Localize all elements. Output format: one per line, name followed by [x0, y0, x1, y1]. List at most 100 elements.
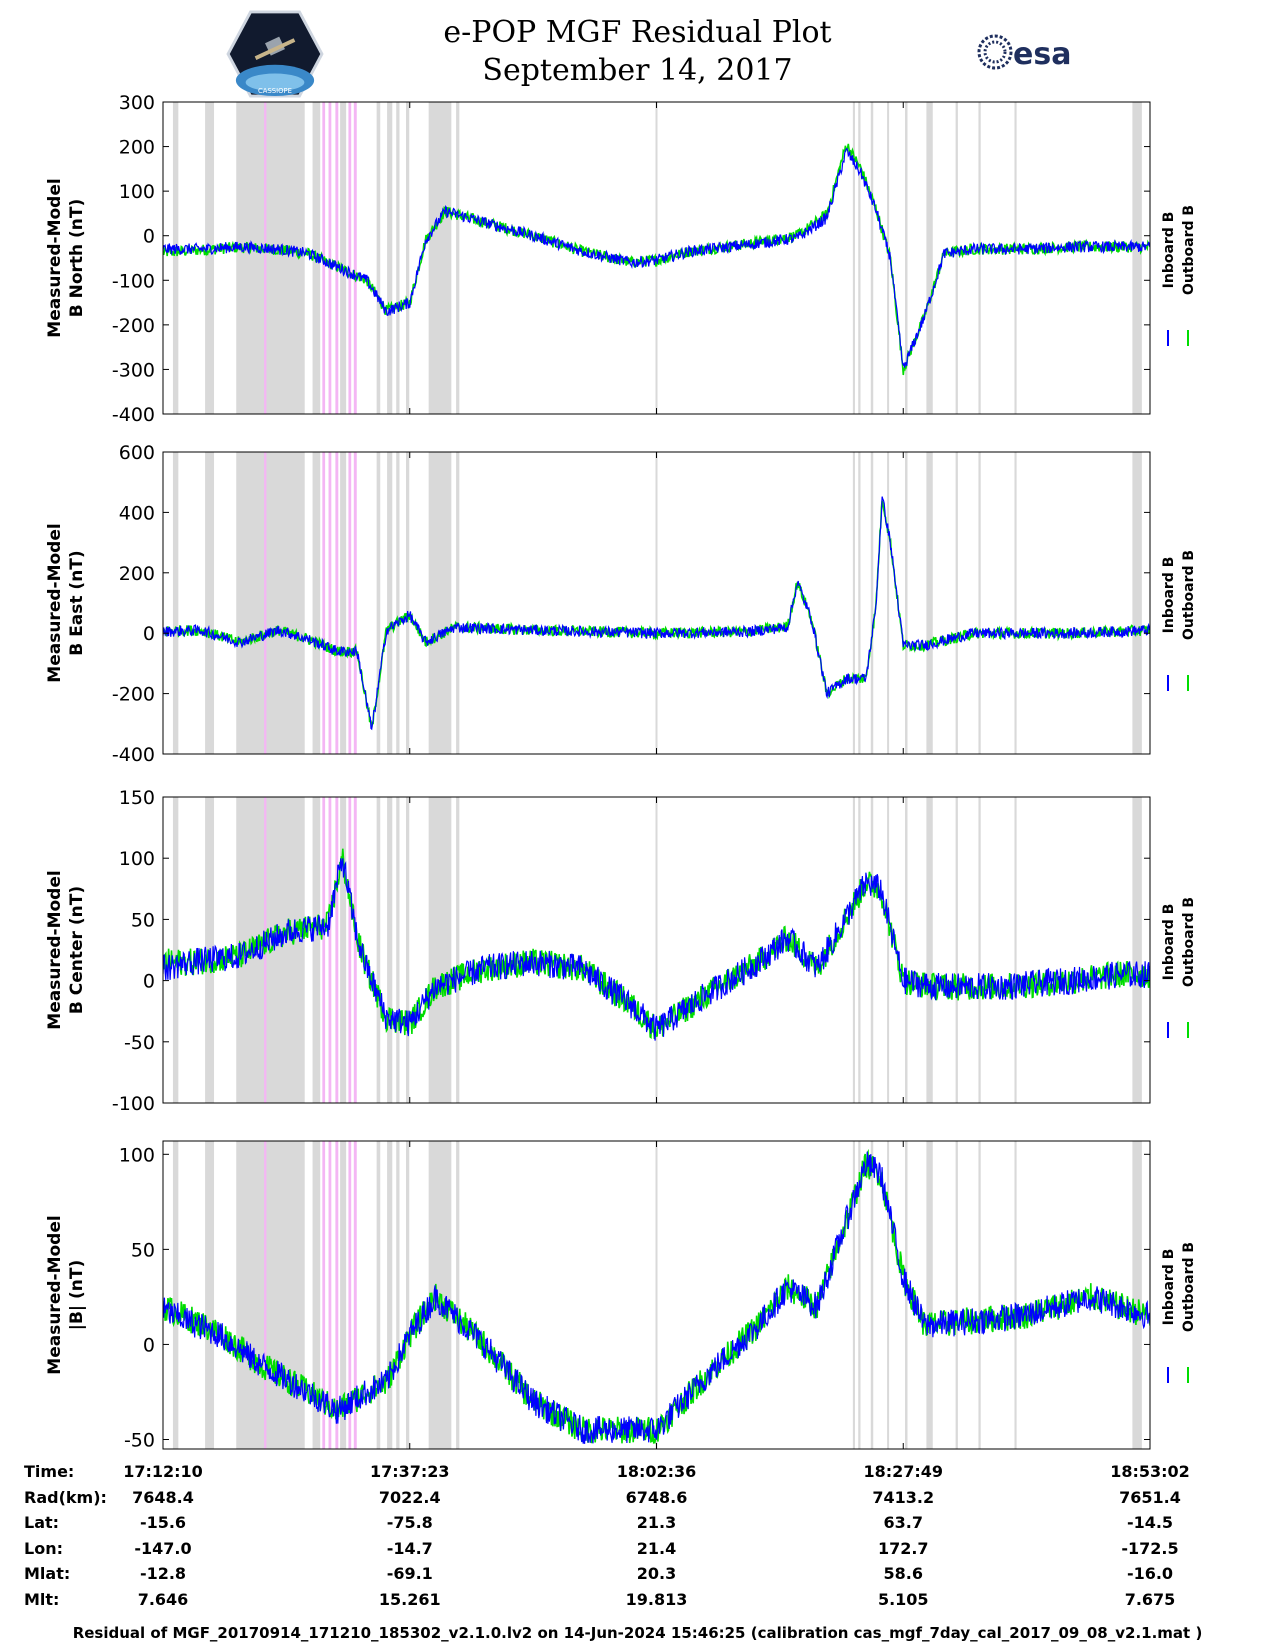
info-row-label: Time:	[24, 1462, 75, 1481]
gap-band-gray	[172, 452, 179, 754]
y-tick-label: 0	[143, 623, 155, 645]
y-tick-label: 0	[143, 1334, 155, 1356]
logo-left-text: CASSIOPE	[258, 87, 292, 95]
legend-outboard-label: Outboard B	[1181, 897, 1197, 987]
gap-band-pink	[353, 452, 357, 754]
info-cell: 19.813	[625, 1589, 688, 1609]
info-cell: 17:37:23	[369, 1462, 450, 1481]
legend-inboard-label: Inboard B	[1161, 904, 1177, 981]
gap-band-gray	[340, 797, 347, 1103]
gap-band-gray	[405, 452, 410, 754]
y-tick-label: 600	[119, 442, 155, 464]
y-axis-label-line: Measured-Model	[45, 1215, 65, 1374]
y-tick-label: 300	[119, 92, 155, 114]
gap-band-pink	[353, 797, 357, 1103]
subtitle: September 14, 2017	[482, 53, 793, 88]
gap-band-gray	[396, 452, 400, 754]
y-tick-label: -50	[124, 1032, 155, 1054]
info-cell: 20.3	[636, 1564, 677, 1583]
gap-band-gray	[428, 102, 452, 414]
esa-logo: esa	[977, 34, 1071, 72]
footer-caption: Residual of MGF_20170914_171210_185302_v…	[72, 1624, 1203, 1642]
info-row-label: Rad(km):	[24, 1487, 107, 1507]
gap-band-pink	[348, 1141, 352, 1449]
gap-band-gray	[1014, 1141, 1017, 1449]
info-cell: -147.0	[134, 1538, 192, 1558]
gap-band-gray	[905, 102, 908, 414]
series-group	[163, 496, 1150, 731]
gap-band-gray	[955, 102, 958, 414]
series-line-outboard	[163, 848, 1150, 1040]
series-line-inboard	[163, 858, 1150, 1041]
gap-band-gray	[396, 102, 400, 414]
legend-outboard-label: Outboard B	[1181, 550, 1197, 640]
gap-band-gray	[955, 797, 958, 1103]
gap-band-gray	[172, 102, 179, 414]
gap-band-gray	[870, 797, 874, 1103]
gap-band-gray	[387, 102, 393, 414]
info-cell: 6748.6	[625, 1487, 688, 1507]
info-row-label: Mlt:	[24, 1589, 60, 1609]
y-axis-label-line: B East (nT)	[67, 550, 87, 655]
y-tick-label: 50	[131, 909, 155, 931]
gap-band-gray	[926, 1141, 933, 1449]
gap-band-pink	[335, 452, 339, 754]
gap-band-gray	[456, 102, 460, 414]
gap-band-pink	[353, 102, 357, 414]
gap-band-gray	[858, 452, 861, 754]
gap-band-gray	[870, 452, 874, 754]
gap-band-gray	[955, 452, 958, 754]
gap-band-pink	[328, 452, 332, 754]
gap-band-pink	[335, 797, 339, 1103]
info-row-label: Lon:	[24, 1538, 63, 1558]
gap-band-gray	[887, 797, 890, 1103]
gap-band-gray	[1014, 452, 1017, 754]
y-tick-label: -400	[112, 404, 155, 426]
gap-band-gray	[405, 1141, 410, 1449]
residual-charts: 300 200 100 0 -100 -200 -300 -400 Measured-Model…	[45, 92, 1197, 1450]
y-tick-label: 0	[143, 226, 155, 248]
gap-band-gray	[312, 452, 321, 754]
gap-band-gray	[1132, 452, 1142, 754]
gap-band-gray	[887, 452, 890, 754]
gap-band-gray	[205, 452, 215, 754]
gap-band-gray	[340, 102, 347, 414]
gap-band-gray	[172, 797, 179, 1103]
info-cell: 15.261	[378, 1589, 441, 1609]
gap-band-gray	[428, 452, 452, 754]
gap-band-gray	[978, 452, 981, 754]
y-tick-label: 0	[143, 971, 155, 993]
gap-band-gray	[456, 1141, 460, 1449]
gap-band-gray	[236, 102, 305, 414]
gap-band-gray	[405, 102, 410, 414]
gap-band-gray	[887, 1141, 890, 1449]
y-tick-label: 100	[119, 1144, 155, 1166]
gap-band-gray	[655, 1141, 658, 1449]
y-axis-label: Measured-Model |B| (nT)	[45, 1215, 87, 1374]
y-axis-label: Measured-Model B North (nT)	[45, 178, 87, 337]
series-line-inboard	[163, 147, 1150, 368]
chart-panel-3: 150 100 50 0 -50 -100 Measured-Model B Center (…	[45, 787, 1197, 1115]
gap-band-gray	[852, 797, 855, 1103]
gap-band-gray	[1132, 102, 1142, 414]
y-axis-label: Measured-Model B Center (nT)	[45, 870, 87, 1029]
gap-band-gray	[456, 452, 460, 754]
gap-band-gray	[205, 102, 215, 414]
info-cell: -14.7	[386, 1538, 433, 1558]
gap-band-gray	[926, 452, 933, 754]
gap-band-gray	[405, 797, 410, 1103]
series-group	[163, 143, 1150, 376]
gap-band-pink	[348, 102, 352, 414]
y-axis-label-line: Measured-Model	[45, 870, 65, 1029]
info-cell: -15.6	[139, 1513, 187, 1532]
info-cell: 18:02:36	[616, 1462, 697, 1481]
gap-band-gray	[387, 1141, 393, 1449]
info-cell: -16.0	[1126, 1564, 1174, 1583]
legend-outboard-label: Outboard B	[1181, 205, 1197, 295]
y-tick-label: 200	[119, 137, 155, 159]
gap-band-gray	[870, 102, 874, 414]
legend-inboard-label: Inboard B	[1161, 557, 1177, 634]
y-axis-label: Measured-Model B East (nT)	[45, 523, 87, 682]
chart-panel-2: 600 400 200 0 -200 -400 Measured-Model B East (…	[45, 442, 1197, 766]
info-cell: 21.3	[636, 1513, 677, 1532]
